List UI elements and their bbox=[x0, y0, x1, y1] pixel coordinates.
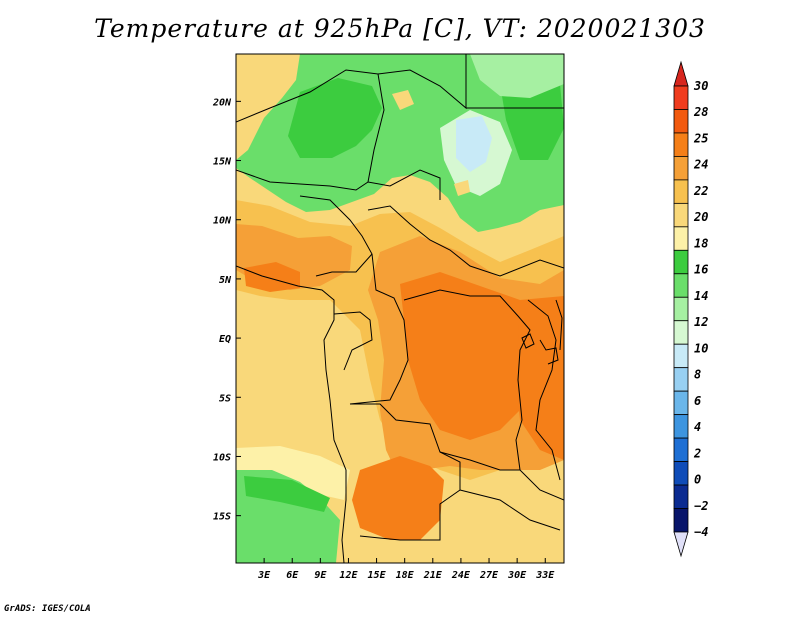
plot-frame bbox=[235, 53, 565, 564]
border-east-rift bbox=[527, 299, 561, 481]
field-north-light-green bbox=[470, 54, 564, 98]
x-tick-label: 12E bbox=[339, 570, 358, 581]
x-tick-label: 33E bbox=[535, 570, 555, 581]
colorbar-top-arrow bbox=[673, 60, 689, 87]
colorbar-band bbox=[673, 179, 689, 204]
field-southern-atlantic-darker bbox=[244, 476, 330, 512]
border-coast-west bbox=[236, 265, 347, 563]
colorbar-label: 24 bbox=[693, 158, 708, 172]
colorbar-label: 14 bbox=[694, 289, 708, 303]
colorbar-band bbox=[673, 367, 689, 392]
axes: 3E 6E 9E 12E 15E 18E 21E 24E 27E 30E 33E 20N 15N 10N 5… bbox=[212, 97, 555, 581]
colorbar-label: 16 bbox=[694, 263, 708, 277]
field-atlantic-mild bbox=[236, 446, 350, 500]
field-north-east-green bbox=[500, 84, 564, 160]
border-libya-chad bbox=[367, 73, 385, 183]
border-cameroon-gabon bbox=[333, 311, 373, 371]
border-angola bbox=[350, 403, 461, 541]
colorbar-label: 0 bbox=[694, 473, 701, 487]
border-sahel bbox=[236, 169, 441, 200]
field-angola-hot bbox=[352, 456, 444, 540]
border-nigeria bbox=[299, 195, 373, 277]
y-tick-label: 10N bbox=[213, 216, 232, 227]
colorbar-band bbox=[673, 296, 689, 322]
colorbar-band bbox=[673, 320, 689, 345]
field-congo-hotter bbox=[400, 272, 540, 440]
x-tick-label: 15E bbox=[368, 570, 387, 581]
y-tick-label: 15S bbox=[213, 512, 231, 523]
colorbar-bottom-arrow bbox=[673, 531, 689, 558]
colorbar-label: 10 bbox=[694, 341, 708, 355]
y-tick-label: 5S bbox=[219, 393, 231, 404]
y-tick-label: 5N bbox=[219, 275, 232, 286]
y-tick-label: EQ bbox=[219, 334, 231, 345]
border-congo-basin bbox=[349, 253, 409, 405]
colorbar-band bbox=[673, 226, 689, 251]
border-east-africa bbox=[555, 299, 563, 351]
colorbar-band bbox=[673, 202, 689, 228]
border-lakes bbox=[539, 339, 559, 365]
colorbar-label: −2 bbox=[694, 499, 708, 513]
x-tick-label: 18E bbox=[396, 570, 415, 581]
field-yellow-spot-north bbox=[392, 90, 414, 110]
colorbar-label: 25 bbox=[693, 131, 708, 145]
temperature-field bbox=[236, 54, 564, 563]
field-yellow-spot-east bbox=[454, 180, 470, 196]
colorbar-label: −4 bbox=[694, 525, 708, 539]
x-tick-label: 30E bbox=[507, 570, 527, 581]
colorbar-band bbox=[673, 484, 689, 509]
colorbar-band bbox=[673, 414, 689, 439]
x-tick-label: 9E bbox=[314, 570, 327, 581]
x-tick-label: 21E bbox=[423, 570, 443, 581]
colorbar-label: 8 bbox=[694, 368, 701, 382]
grads-credit: GrADS: IGES/COLA bbox=[4, 604, 91, 614]
colorbar-label: 12 bbox=[694, 315, 708, 329]
colorbar-band bbox=[673, 390, 689, 416]
x-tick-label: 3E bbox=[257, 570, 271, 581]
colorbar-band bbox=[673, 156, 689, 181]
x-tick-label: 6E bbox=[286, 570, 299, 581]
y-tick-label: 10S bbox=[213, 452, 231, 463]
colorbar-band bbox=[673, 249, 689, 275]
border-zambia bbox=[439, 451, 564, 501]
field-north-darker-green bbox=[288, 78, 382, 158]
colorbar-label: 18 bbox=[694, 236, 708, 250]
field-equatorial-atlantic-mild bbox=[236, 300, 350, 440]
colorbar-label: 28 bbox=[693, 105, 708, 119]
country-borders bbox=[236, 54, 564, 563]
border-chad-car bbox=[367, 205, 564, 277]
y-tick-label: 20N bbox=[212, 97, 232, 108]
colorbar-band bbox=[673, 508, 689, 533]
colorbar-label: 4 bbox=[694, 420, 701, 434]
border-lake-victoria bbox=[521, 333, 535, 349]
colorbar-label: 2 bbox=[693, 446, 701, 460]
x-tick-label: 24E bbox=[451, 570, 471, 581]
colorbar-band bbox=[673, 109, 689, 134]
colorbar-label: 6 bbox=[694, 394, 701, 408]
colorbar-label: 30 bbox=[693, 79, 708, 93]
colorbar-band bbox=[673, 132, 689, 157]
colorbar-band bbox=[673, 85, 689, 110]
field-gulf-guinea-hot bbox=[244, 262, 300, 292]
colorbar-band bbox=[673, 461, 689, 486]
chart-title: Temperature at 925hPa [C], VT: 202002130… bbox=[94, 14, 706, 43]
field-highland-blue bbox=[456, 116, 492, 172]
colorbar-band bbox=[673, 437, 689, 462]
border-drc-east bbox=[403, 289, 531, 471]
y-tick-label: 15N bbox=[213, 157, 232, 168]
colorbar-label: 20 bbox=[693, 210, 708, 224]
border-southern bbox=[459, 489, 561, 531]
field-east-hot bbox=[516, 296, 564, 460]
colorbar-band bbox=[673, 343, 689, 369]
x-tick-label: 27E bbox=[479, 570, 499, 581]
colorbar-band bbox=[673, 273, 689, 298]
colorbar-label: 22 bbox=[693, 184, 708, 198]
field-north-yellow-strip bbox=[236, 54, 300, 160]
